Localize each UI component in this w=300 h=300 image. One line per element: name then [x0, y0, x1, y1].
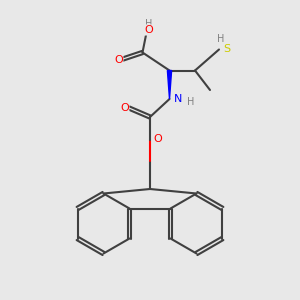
Text: H: H	[187, 97, 194, 107]
Text: H: H	[217, 34, 224, 44]
Text: O: O	[144, 25, 153, 35]
Text: H: H	[145, 19, 152, 29]
Text: O: O	[120, 103, 129, 113]
Text: S: S	[223, 44, 230, 55]
Text: N: N	[174, 94, 183, 104]
Text: O: O	[153, 134, 162, 145]
Text: O: O	[114, 55, 123, 65]
Polygon shape	[167, 70, 172, 99]
